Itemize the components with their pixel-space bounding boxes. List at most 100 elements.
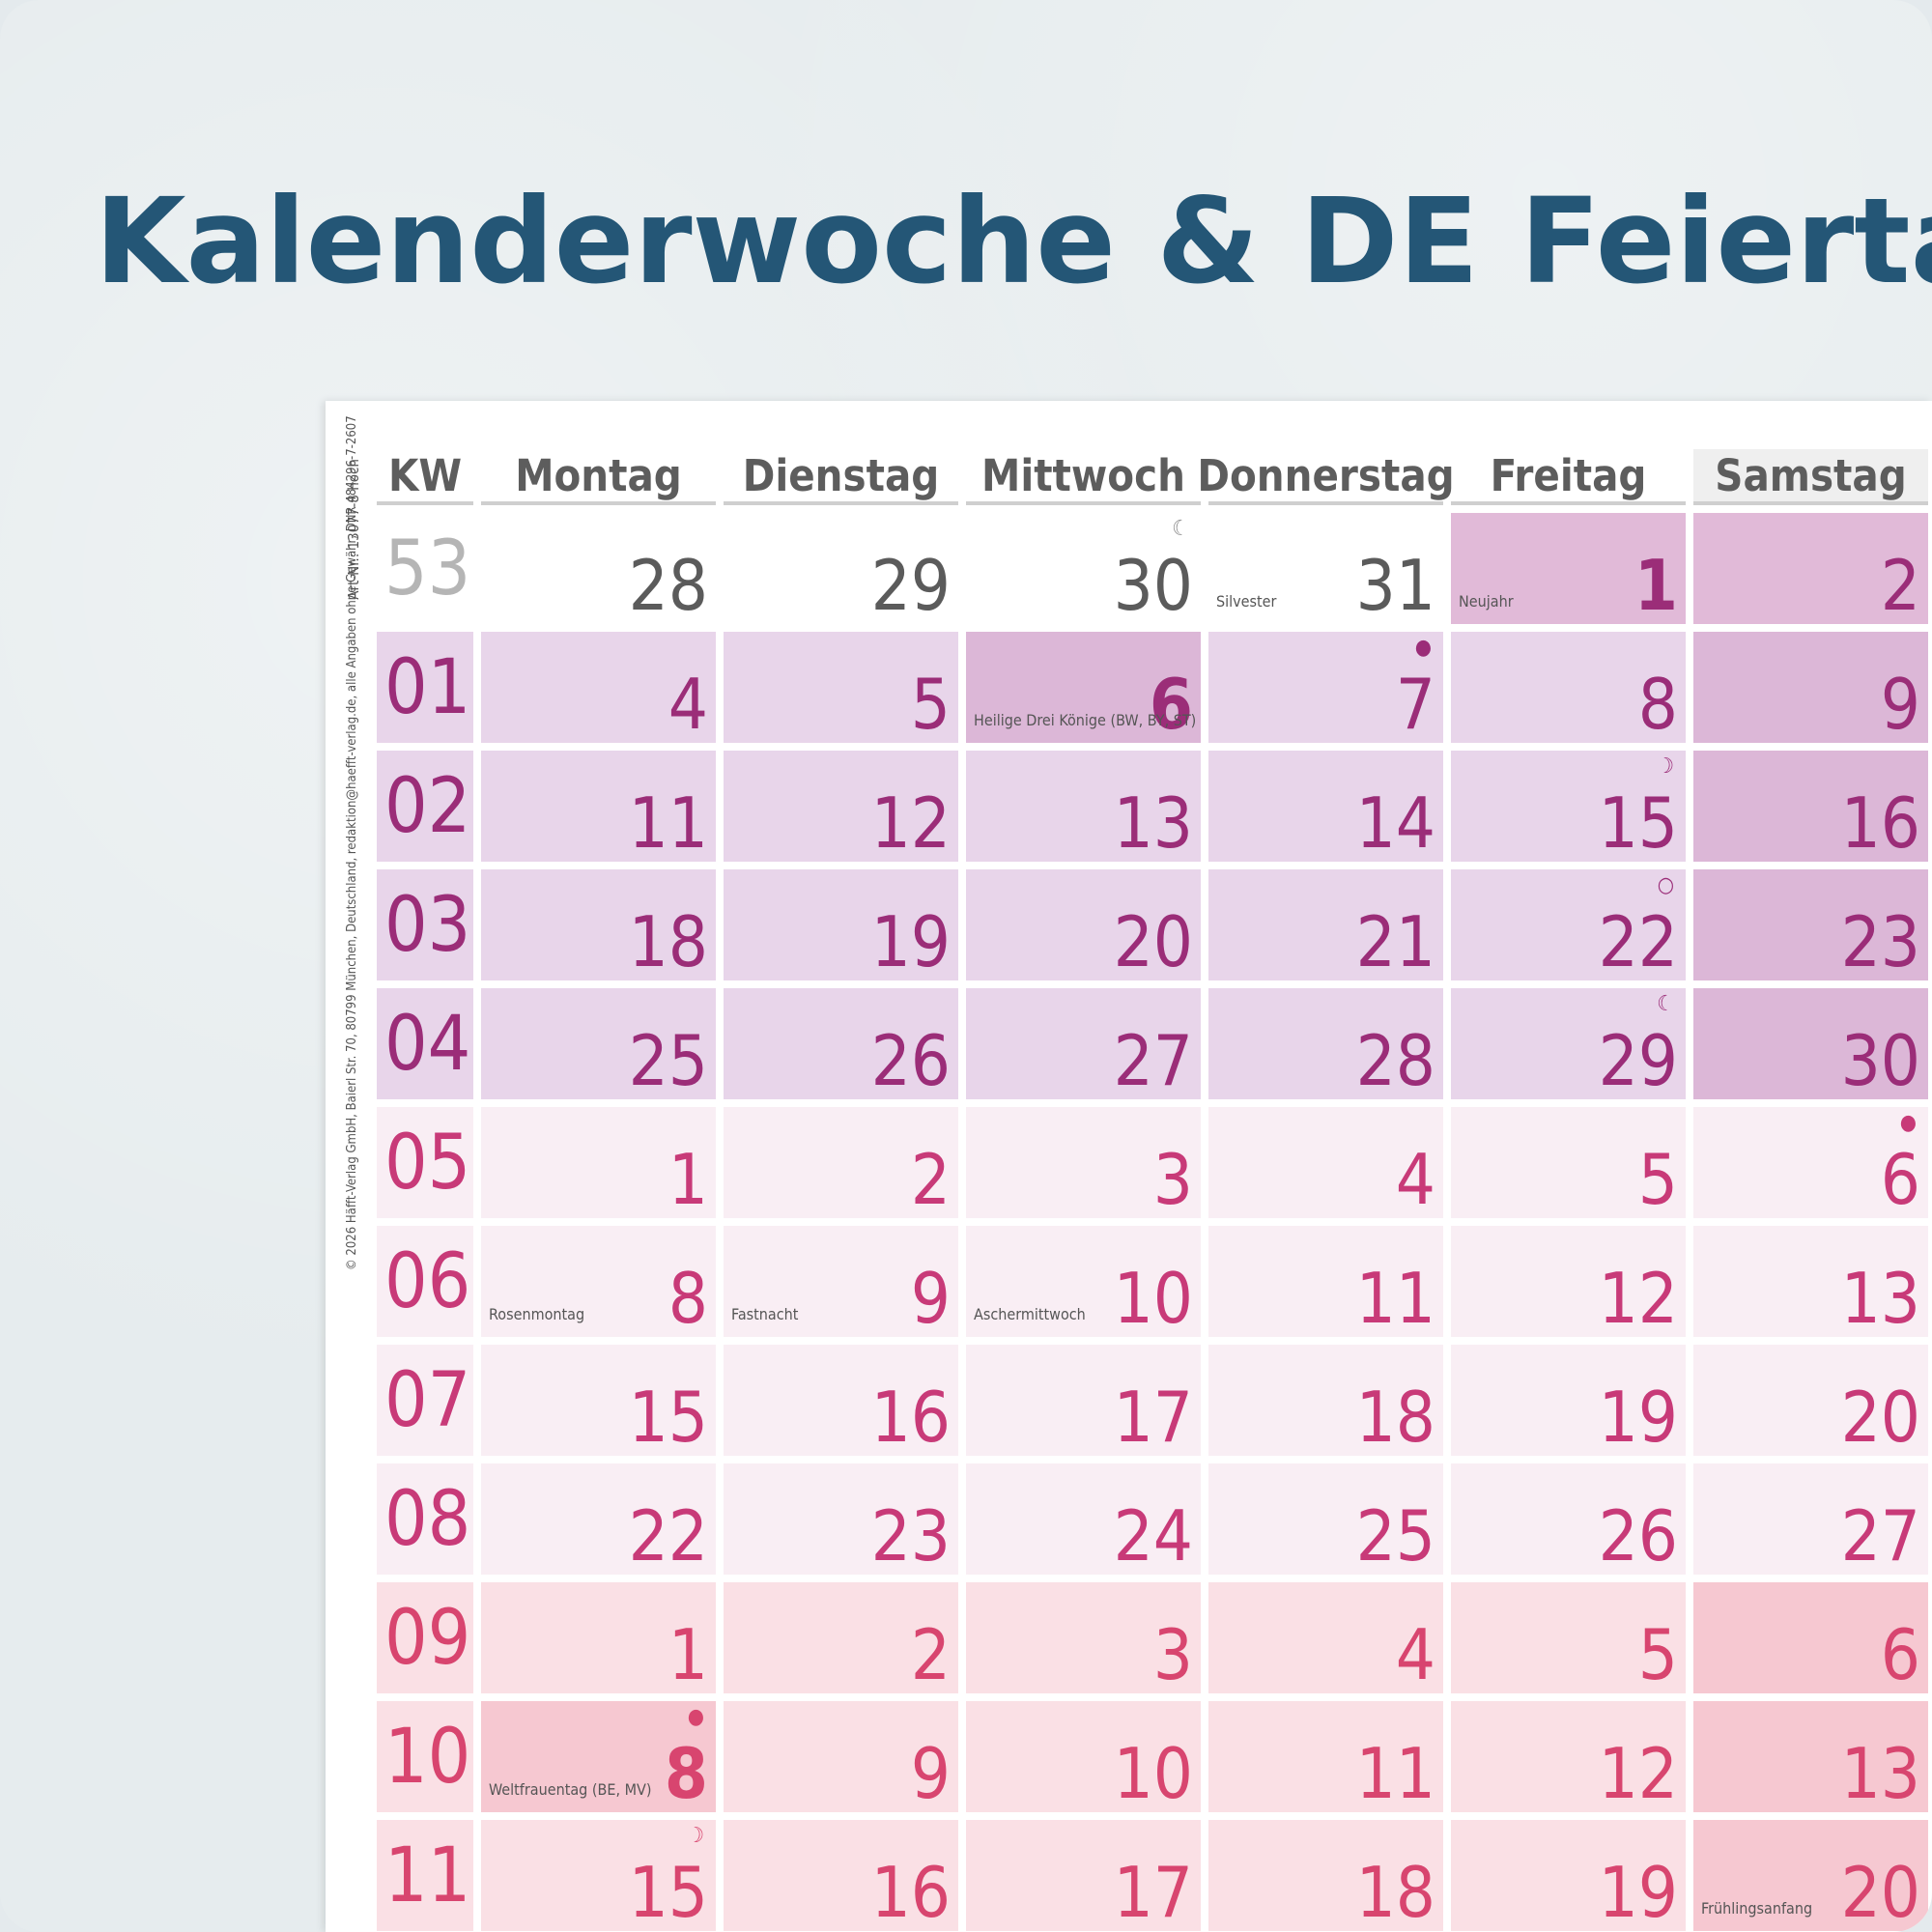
day-cell[interactable]: 5	[724, 632, 958, 743]
day-number: 15	[628, 1377, 708, 1456]
day-cell[interactable]: 12	[1451, 1701, 1686, 1812]
week-number: 09	[377, 1582, 473, 1693]
day-cell[interactable]: 23	[1693, 869, 1928, 980]
day-cell[interactable]: 19	[1451, 1820, 1686, 1931]
holiday-label: Silvester	[1216, 592, 1277, 611]
day-cell[interactable]: 27	[1693, 1463, 1928, 1575]
day-cell[interactable]: 4	[1208, 1107, 1443, 1218]
day-cell[interactable]: 6	[1693, 1582, 1928, 1693]
day-cell[interactable]: 31 Silvester	[1208, 513, 1443, 624]
day-cell[interactable]: 18	[1208, 1345, 1443, 1456]
day-cell[interactable]: 28	[1208, 988, 1443, 1099]
day-number: 20	[1113, 901, 1193, 980]
day-cell[interactable]: 1 Neujahr	[1451, 513, 1686, 624]
day-cell[interactable]: 18	[481, 869, 716, 980]
moon-phase-icon: ●	[1414, 636, 1432, 660]
day-cell[interactable]: 12	[724, 751, 958, 862]
day-cell[interactable]: 3	[966, 1582, 1201, 1693]
day-cell[interactable]: 21	[1208, 869, 1443, 980]
day-cell[interactable]: 20 Frühlingsanfang	[1693, 1820, 1928, 1931]
day-cell[interactable]: 22	[481, 1463, 716, 1575]
moon-phase-icon: ☾	[1657, 992, 1674, 1016]
day-cell[interactable]: 16	[1693, 751, 1928, 862]
day-number: 26	[1598, 1495, 1678, 1575]
day-cell[interactable]: 2	[1693, 513, 1928, 624]
day-cell[interactable]: 15 ☽	[481, 1820, 716, 1931]
day-cell[interactable]: 12	[1451, 1226, 1686, 1337]
day-cell[interactable]: 16	[724, 1820, 958, 1931]
day-cell[interactable]: 10	[966, 1701, 1201, 1812]
day-cell[interactable]: 13	[1693, 1701, 1928, 1812]
day-cell[interactable]: 11	[1208, 1701, 1443, 1812]
day-number: 1	[668, 1139, 708, 1218]
day-cell[interactable]: 15	[481, 1345, 716, 1456]
day-cell[interactable]: 25	[481, 988, 716, 1099]
day-number: 13	[1840, 1733, 1920, 1812]
day-cell[interactable]: 30	[1693, 988, 1928, 1099]
calendar-grid: KW Montag Dienstag Mittwoch Donnerstag F…	[377, 449, 1928, 1931]
day-cell[interactable]: 19	[724, 869, 958, 980]
day-number: 24	[1113, 1495, 1193, 1575]
day-cell[interactable]: 9	[724, 1701, 958, 1812]
day-cell[interactable]: 23	[724, 1463, 958, 1575]
day-number: 30	[1840, 1020, 1920, 1099]
day-cell[interactable]: 1	[481, 1107, 716, 1218]
day-cell[interactable]: 16	[724, 1345, 958, 1456]
day-cell[interactable]: 8	[1451, 632, 1686, 743]
day-cell[interactable]: 30 ☾	[966, 513, 1201, 624]
day-cell[interactable]: 20	[966, 869, 1201, 980]
day-number: 19	[870, 901, 951, 980]
day-cell[interactable]: 26	[724, 988, 958, 1099]
header-day-mittwoch: Mittwoch	[966, 449, 1201, 505]
day-cell[interactable]: 11	[1208, 1226, 1443, 1337]
header-kw: KW	[377, 449, 473, 505]
day-cell[interactable]: 19	[1451, 1345, 1686, 1456]
day-cell[interactable]: 5	[1451, 1107, 1686, 1218]
day-cell[interactable]: 28	[481, 513, 716, 624]
header-day-samstag: Samstag	[1693, 449, 1928, 505]
day-cell[interactable]: 10 Aschermittwoch	[966, 1226, 1201, 1337]
day-cell[interactable]: 1	[481, 1582, 716, 1693]
moon-phase-icon: ☾	[1172, 517, 1189, 541]
day-cell[interactable]: 17	[966, 1820, 1201, 1931]
day-cell[interactable]: 4	[481, 632, 716, 743]
day-cell[interactable]: 2	[724, 1582, 958, 1693]
day-cell[interactable]: 20	[1693, 1345, 1928, 1456]
day-cell[interactable]: 22 ○	[1451, 869, 1686, 980]
day-cell[interactable]: 13	[966, 751, 1201, 862]
day-cell[interactable]: 9 Fastnacht	[724, 1226, 958, 1337]
holiday-label: Aschermittwoch	[974, 1305, 1086, 1323]
day-number: 31	[1355, 545, 1435, 624]
day-cell[interactable]: 11	[481, 751, 716, 862]
day-number: 9	[1880, 664, 1920, 743]
day-cell[interactable]: 18	[1208, 1820, 1443, 1931]
day-cell[interactable]: 8 Rosenmontag	[481, 1226, 716, 1337]
day-number: 19	[1598, 1377, 1678, 1456]
day-cell[interactable]: 6 ●	[1693, 1107, 1928, 1218]
day-number: 25	[628, 1020, 708, 1099]
day-cell[interactable]: 27	[966, 988, 1201, 1099]
day-cell[interactable]: 9	[1693, 632, 1928, 743]
day-cell[interactable]: 3	[966, 1107, 1201, 1218]
day-number: 3	[1152, 1614, 1193, 1693]
day-cell[interactable]: 15 ☽	[1451, 751, 1686, 862]
day-number: 25	[1355, 1495, 1435, 1575]
day-cell[interactable]: 24	[966, 1463, 1201, 1575]
day-cell[interactable]: 29 ☾	[1451, 988, 1686, 1099]
day-cell[interactable]: 26	[1451, 1463, 1686, 1575]
day-cell[interactable]: 17	[966, 1345, 1201, 1456]
day-number: 2	[1880, 545, 1920, 624]
day-cell[interactable]: 14	[1208, 751, 1443, 862]
day-cell[interactable]: 6 Heilige Drei Könige (BW, BY, ST)	[966, 632, 1201, 743]
article-number: Art-Nr.: 13077-8 hoch	[345, 459, 362, 600]
day-cell[interactable]: 29	[724, 513, 958, 624]
day-cell[interactable]: 13	[1693, 1226, 1928, 1337]
day-cell[interactable]: 25	[1208, 1463, 1443, 1575]
day-cell[interactable]: 4	[1208, 1582, 1443, 1693]
day-cell[interactable]: 5	[1451, 1582, 1686, 1693]
day-cell[interactable]: 8 Weltfrauentag (BE, MV) ●	[481, 1701, 716, 1812]
day-cell[interactable]: 7 ●	[1208, 632, 1443, 743]
day-cell[interactable]: 2	[724, 1107, 958, 1218]
day-number: 4	[1395, 1614, 1435, 1693]
